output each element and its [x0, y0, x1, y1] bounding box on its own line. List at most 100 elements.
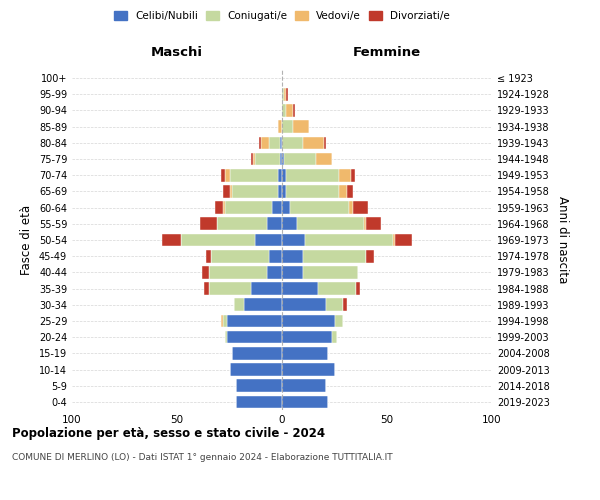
Bar	[223, 314, 227, 328]
Bar	[280, 152, 282, 166]
Bar	[204, 282, 209, 295]
Bar	[209, 282, 251, 295]
Bar	[221, 314, 223, 328]
Bar	[324, 136, 326, 149]
Bar	[284, 88, 286, 101]
Y-axis label: Fasce di età: Fasce di età	[20, 205, 33, 275]
Text: Femmine: Femmine	[353, 46, 421, 60]
Bar	[349, 202, 353, 214]
Bar	[282, 218, 296, 230]
Bar	[282, 266, 303, 278]
Bar	[282, 104, 286, 117]
Bar	[206, 250, 211, 262]
Bar	[234, 298, 244, 311]
Bar	[282, 347, 328, 360]
Bar	[366, 218, 381, 230]
Bar	[200, 218, 217, 230]
Bar	[316, 152, 332, 166]
Bar	[338, 169, 352, 181]
Bar	[280, 136, 282, 149]
Bar	[227, 331, 282, 344]
Bar	[259, 136, 261, 149]
Bar	[282, 88, 284, 101]
Bar	[282, 363, 335, 376]
Bar	[286, 88, 289, 101]
Bar	[181, 234, 254, 246]
Bar	[278, 120, 282, 133]
Bar	[282, 331, 332, 344]
Bar	[343, 298, 347, 311]
Bar	[282, 380, 326, 392]
Bar	[282, 396, 328, 408]
Bar	[282, 185, 286, 198]
Bar	[366, 250, 374, 262]
Bar	[282, 234, 305, 246]
Bar	[230, 169, 278, 181]
Bar	[364, 218, 366, 230]
Bar	[293, 104, 295, 117]
Bar	[244, 298, 282, 311]
Bar	[282, 152, 284, 166]
Bar	[338, 185, 347, 198]
Bar	[227, 314, 282, 328]
Text: Maschi: Maschi	[151, 46, 203, 60]
Bar	[282, 314, 335, 328]
Bar	[282, 169, 286, 181]
Bar	[229, 363, 282, 376]
Bar	[226, 331, 227, 344]
Bar	[296, 218, 364, 230]
Bar	[282, 298, 326, 311]
Bar	[232, 185, 278, 198]
Bar	[223, 185, 229, 198]
Text: COMUNE DI MERLINO (LO) - Dati ISTAT 1° gennaio 2024 - Elaborazione TUTTITALIA.IT: COMUNE DI MERLINO (LO) - Dati ISTAT 1° g…	[12, 452, 392, 462]
Bar	[278, 169, 282, 181]
Bar	[269, 136, 280, 149]
Bar	[217, 218, 268, 230]
Bar	[268, 266, 282, 278]
Bar	[221, 169, 226, 181]
Bar	[282, 282, 318, 295]
Bar	[232, 347, 282, 360]
Bar	[303, 266, 358, 278]
Bar	[326, 298, 343, 311]
Bar	[271, 202, 282, 214]
Bar	[202, 266, 209, 278]
Y-axis label: Anni di nascita: Anni di nascita	[556, 196, 569, 284]
Bar	[226, 169, 229, 181]
Bar	[290, 202, 349, 214]
Bar	[395, 234, 412, 246]
Bar	[282, 202, 290, 214]
Bar	[223, 202, 226, 214]
Bar	[286, 185, 338, 198]
Bar	[253, 152, 254, 166]
Bar	[254, 234, 282, 246]
Bar	[286, 104, 293, 117]
Bar	[284, 152, 316, 166]
Bar	[282, 120, 293, 133]
Bar	[282, 136, 303, 149]
Bar	[251, 282, 282, 295]
Bar	[215, 202, 223, 214]
Bar	[347, 185, 353, 198]
Bar	[355, 282, 360, 295]
Bar	[394, 234, 395, 246]
Bar	[269, 250, 282, 262]
Bar	[318, 282, 355, 295]
Bar	[286, 169, 338, 181]
Bar	[305, 234, 394, 246]
Bar	[353, 202, 368, 214]
Bar	[236, 396, 282, 408]
Bar	[268, 218, 282, 230]
Bar	[162, 234, 181, 246]
Bar	[209, 266, 268, 278]
Bar	[278, 185, 282, 198]
Bar	[282, 250, 303, 262]
Bar	[261, 136, 269, 149]
Bar	[293, 120, 310, 133]
Bar	[230, 185, 232, 198]
Bar	[303, 250, 366, 262]
Bar	[303, 136, 324, 149]
Legend: Celibi/Nubili, Coniugati/e, Vedovi/e, Divorziati/e: Celibi/Nubili, Coniugati/e, Vedovi/e, Di…	[111, 8, 453, 24]
Bar	[254, 152, 280, 166]
Text: Popolazione per età, sesso e stato civile - 2024: Popolazione per età, sesso e stato civil…	[12, 428, 325, 440]
